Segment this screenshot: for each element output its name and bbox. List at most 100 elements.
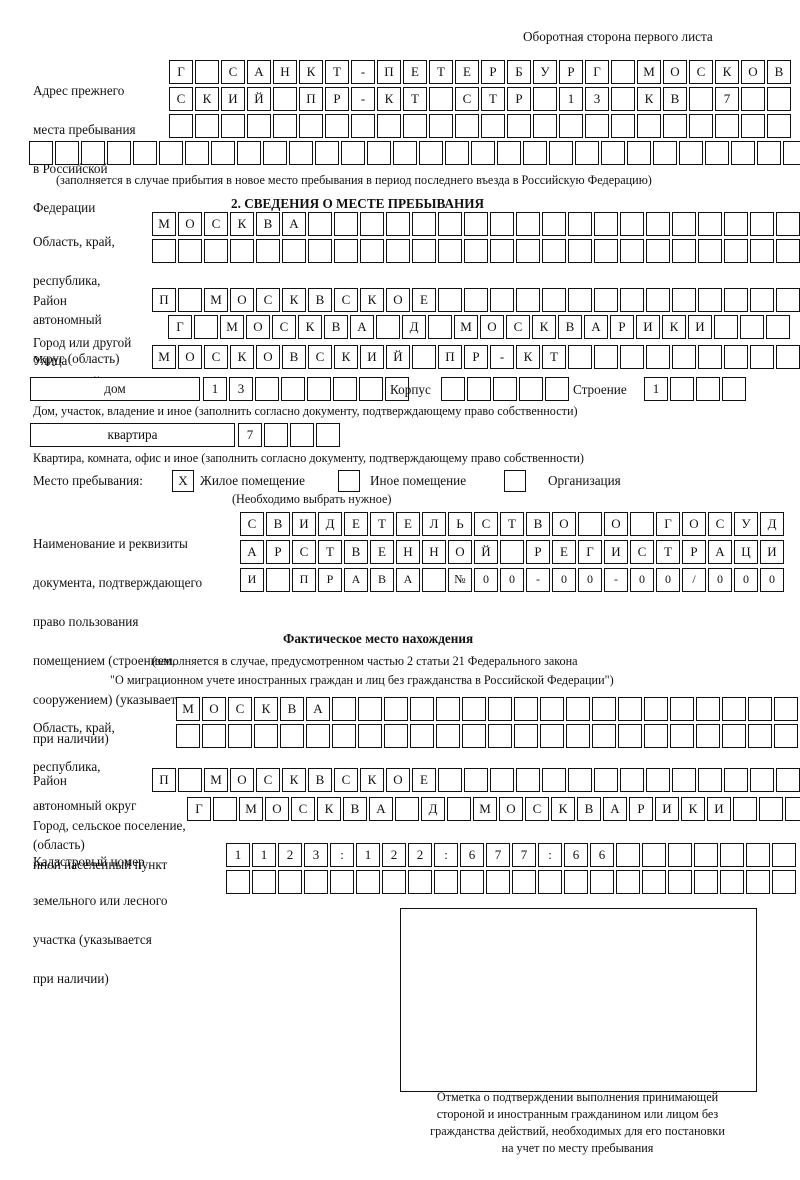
char-cell[interactable]: : — [330, 843, 354, 867]
char-cell[interactable]: С — [525, 797, 549, 821]
char-cell[interactable] — [490, 768, 514, 792]
char-cell[interactable] — [575, 141, 599, 165]
char-cell[interactable]: П — [377, 60, 401, 84]
char-cell[interactable] — [542, 768, 566, 792]
char-cell[interactable]: В — [282, 345, 306, 369]
char-cell[interactable]: 1 — [644, 377, 668, 401]
char-cell[interactable] — [523, 141, 547, 165]
char-cell[interactable]: Р — [559, 60, 583, 84]
char-cell[interactable]: - — [351, 60, 375, 84]
char-cell[interactable] — [445, 141, 469, 165]
char-cell[interactable] — [722, 697, 746, 721]
char-cell[interactable] — [178, 288, 202, 312]
char-cell[interactable] — [290, 423, 314, 447]
char-cell[interactable] — [359, 377, 383, 401]
char-cell[interactable]: Г — [169, 60, 193, 84]
char-cell[interactable]: Р — [325, 87, 349, 111]
char-cell[interactable] — [299, 114, 323, 138]
char-cell[interactable] — [334, 212, 358, 236]
char-cell[interactable] — [428, 315, 452, 339]
char-cell[interactable] — [759, 797, 783, 821]
char-cell[interactable] — [256, 239, 280, 263]
char-cell[interactable]: В — [308, 288, 332, 312]
char-cell[interactable] — [304, 870, 328, 894]
char-cell[interactable] — [255, 377, 279, 401]
char-cell[interactable]: 0 — [734, 568, 758, 592]
char-cell[interactable] — [159, 141, 183, 165]
char-cell[interactable]: А — [708, 540, 732, 564]
char-cell[interactable] — [481, 114, 505, 138]
char-cell[interactable]: Р — [318, 568, 342, 592]
char-cell[interactable] — [724, 239, 748, 263]
char-cell[interactable]: О — [256, 345, 280, 369]
char-cell[interactable]: Е — [552, 540, 576, 564]
char-cell[interactable]: М — [473, 797, 497, 821]
char-cell[interactable]: Т — [370, 512, 394, 536]
char-cell[interactable] — [741, 87, 765, 111]
char-cell[interactable] — [185, 141, 209, 165]
char-cell[interactable] — [568, 239, 592, 263]
char-cell[interactable]: В — [324, 315, 348, 339]
char-cell[interactable] — [195, 60, 219, 84]
char-cell[interactable]: С — [240, 512, 264, 536]
char-cell[interactable] — [542, 288, 566, 312]
char-cell[interactable] — [386, 212, 410, 236]
char-cell[interactable]: О — [386, 768, 410, 792]
char-cell[interactable]: 0 — [500, 568, 524, 592]
char-cell[interactable] — [462, 724, 486, 748]
char-cell[interactable] — [412, 345, 436, 369]
char-cell[interactable]: К — [532, 315, 556, 339]
char-cell[interactable] — [447, 797, 471, 821]
char-cell[interactable] — [429, 87, 453, 111]
char-cell[interactable] — [263, 141, 287, 165]
char-cell[interactable] — [332, 697, 356, 721]
char-cell[interactable] — [568, 288, 592, 312]
char-cell[interactable]: В — [558, 315, 582, 339]
char-cell[interactable]: У — [533, 60, 557, 84]
char-cell[interactable]: : — [434, 843, 458, 867]
char-cell[interactable] — [611, 87, 635, 111]
char-cell[interactable] — [720, 870, 744, 894]
char-cell[interactable]: 2 — [278, 843, 302, 867]
char-cell[interactable]: И — [655, 797, 679, 821]
char-cell[interactable] — [620, 212, 644, 236]
char-cell[interactable]: 2 — [382, 843, 406, 867]
char-cell[interactable] — [307, 377, 331, 401]
char-cell[interactable] — [488, 724, 512, 748]
char-cell[interactable] — [724, 768, 748, 792]
char-cell[interactable]: Т — [403, 87, 427, 111]
char-cell[interactable]: 7 — [715, 87, 739, 111]
char-cell[interactable]: И — [240, 568, 264, 592]
char-cell[interactable] — [228, 724, 252, 748]
char-cell[interactable] — [204, 239, 228, 263]
char-cell[interactable] — [55, 141, 79, 165]
char-cell[interactable]: С — [221, 60, 245, 84]
char-cell[interactable]: М — [204, 768, 228, 792]
char-cell[interactable]: 3 — [585, 87, 609, 111]
char-cell[interactable] — [516, 212, 540, 236]
char-cell[interactable]: С — [204, 212, 228, 236]
char-cell[interactable]: 0 — [656, 568, 680, 592]
char-cell[interactable]: 0 — [474, 568, 498, 592]
char-cell[interactable] — [672, 345, 696, 369]
char-cell[interactable]: И — [360, 345, 384, 369]
char-cell[interactable]: М — [204, 288, 228, 312]
char-cell[interactable] — [384, 724, 408, 748]
char-cell[interactable] — [419, 141, 443, 165]
char-cell[interactable] — [568, 768, 592, 792]
char-cell[interactable]: У — [734, 512, 758, 536]
char-cell[interactable] — [332, 724, 356, 748]
char-cell[interactable]: О — [246, 315, 270, 339]
char-cell[interactable]: К — [637, 87, 661, 111]
char-cell[interactable]: С — [291, 797, 315, 821]
char-cell[interactable] — [776, 768, 800, 792]
char-cell[interactable]: И — [221, 87, 245, 111]
char-cell[interactable]: Н — [273, 60, 297, 84]
char-cell[interactable]: Е — [396, 512, 420, 536]
char-cell[interactable]: Д — [318, 512, 342, 536]
char-cell[interactable] — [559, 114, 583, 138]
